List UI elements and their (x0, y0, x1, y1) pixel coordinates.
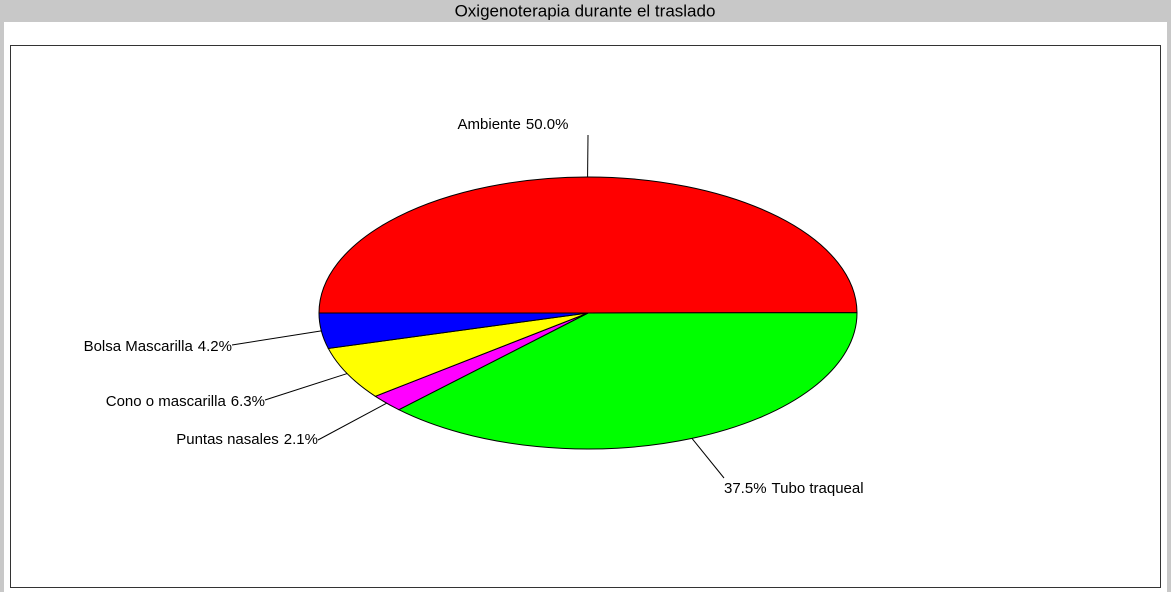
label-second: 50.0% (526, 116, 569, 133)
label-first: Bolsa Mascarilla (84, 338, 194, 355)
pie-slice (397, 312, 858, 450)
slice-label: Bolsa Mascarilla 4.2% (84, 338, 232, 355)
label-second: Tubo traqueal (772, 480, 864, 497)
label-first: Cono o mascarilla (106, 393, 227, 410)
leader-line (691, 438, 725, 479)
label-second: 2.1% (284, 431, 318, 448)
slice-label: Puntas nasales 2.1% (176, 431, 318, 448)
label-second: 4.2% (198, 338, 232, 355)
leader-line (231, 330, 322, 346)
slice-label: Cono o mascarilla 6.3% (106, 393, 265, 410)
label-first: 37.5% (724, 480, 767, 497)
leader-line (264, 373, 348, 401)
pie-slice (318, 312, 589, 349)
label-first: Puntas nasales (176, 431, 279, 448)
leader-line (317, 402, 387, 441)
chart-title: Oxigenoterapia durante el traslado (455, 1, 716, 20)
slice-label: 37.5% Tubo traqueal (724, 480, 864, 497)
label-first: Ambiente (458, 116, 521, 133)
label-second: 6.3% (231, 393, 265, 410)
slice-label: Ambiente 50.0% (458, 116, 569, 133)
